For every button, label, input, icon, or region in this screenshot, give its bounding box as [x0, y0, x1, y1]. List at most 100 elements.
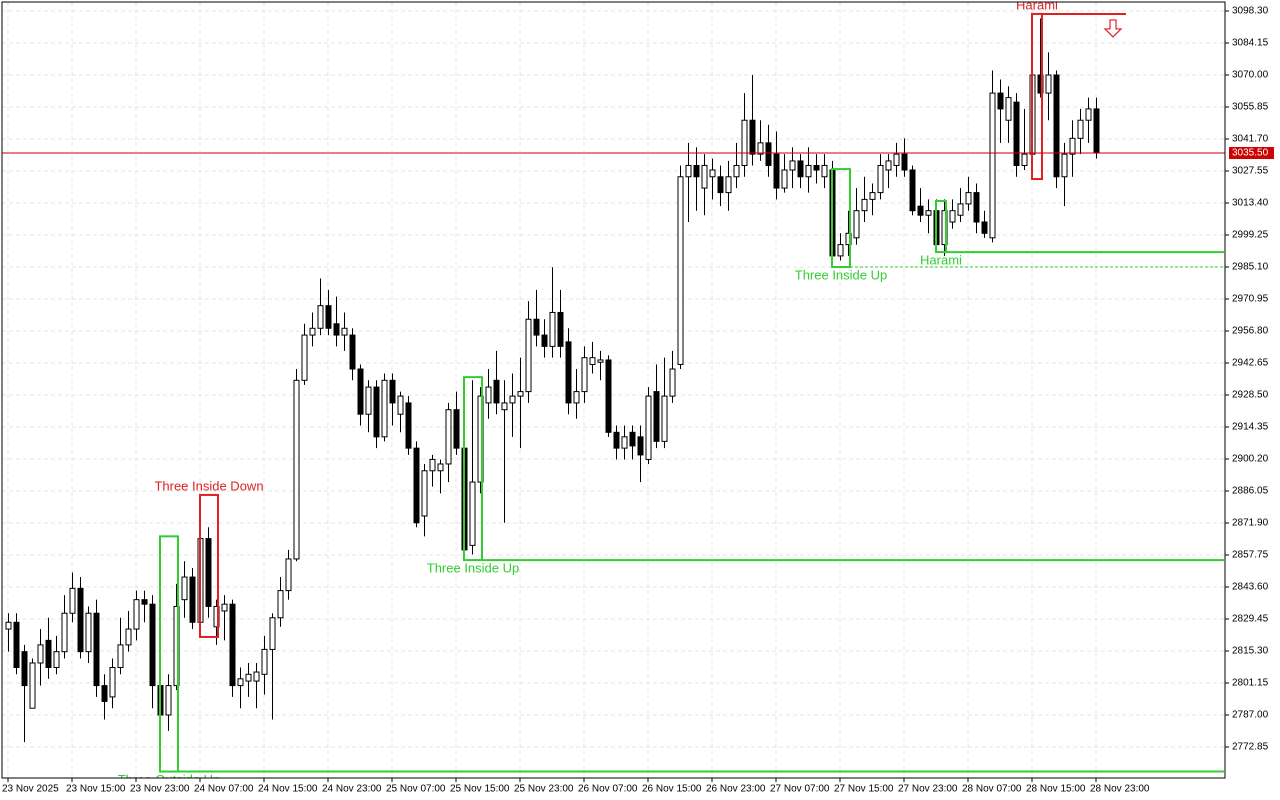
- pattern-label: Three Inside Up: [427, 561, 520, 576]
- candle-body: [877, 164, 884, 194]
- candle-body: [517, 391, 524, 397]
- candle-body: [277, 590, 284, 619]
- candle-body: [133, 599, 140, 630]
- candle-body: [413, 447, 420, 524]
- candle-body: [357, 368, 364, 415]
- candle-body: [389, 379, 396, 404]
- candle-body: [629, 431, 636, 447]
- candle-body: [861, 198, 868, 212]
- candle-body: [349, 334, 356, 370]
- x-tick-label: 24 Nov 07:00: [194, 784, 254, 795]
- candle-body: [725, 176, 732, 194]
- candle-body: [925, 210, 932, 216]
- candle-body: [869, 192, 876, 200]
- pattern-label: Three Inside Down: [154, 478, 263, 493]
- candle-body: [1085, 108, 1092, 121]
- candle-body: [253, 671, 260, 682]
- pattern-box: [935, 199, 947, 254]
- pattern-label: Three Outside Up: [118, 772, 221, 787]
- candle-body: [853, 210, 860, 239]
- candle-body: [221, 603, 228, 612]
- candle-body: [965, 192, 972, 205]
- y-tick-label: 3041.70: [1232, 134, 1269, 145]
- y-tick-label: 2886.05: [1232, 486, 1269, 497]
- pattern-box: [1031, 12, 1043, 181]
- candle-body: [229, 603, 236, 687]
- candle-body: [237, 678, 244, 687]
- candle-body: [973, 192, 980, 223]
- candle-body: [509, 395, 516, 404]
- candle-body: [757, 142, 764, 155]
- y-tick-label: 2871.90: [1232, 518, 1269, 529]
- x-tick-label: 25 Nov 07:00: [386, 784, 446, 795]
- candle-body: [797, 160, 804, 178]
- candle-body: [1045, 74, 1052, 94]
- candle-body: [677, 176, 684, 365]
- x-tick-label: 27 Nov 15:00: [834, 784, 894, 795]
- pattern-label: Harami: [1016, 0, 1058, 12]
- candle-body: [493, 379, 500, 404]
- candle-body: [77, 587, 84, 653]
- candle-body: [1069, 137, 1076, 155]
- candle-body: [29, 662, 36, 709]
- candle-body: [293, 379, 300, 560]
- y-tick-label: 2942.65: [1232, 358, 1269, 369]
- x-tick-label: 25 Nov 23:00: [514, 784, 574, 795]
- candle-body: [821, 164, 828, 178]
- candle-body: [445, 409, 452, 465]
- signal-arrow: [1103, 19, 1123, 38]
- candle-body: [557, 311, 564, 347]
- candle-body: [165, 685, 172, 716]
- candle-body: [837, 244, 844, 257]
- candle-body: [261, 648, 268, 675]
- candle-body: [813, 164, 820, 171]
- candle-body: [1005, 97, 1012, 121]
- pattern-box: [159, 535, 179, 773]
- candle-body: [101, 685, 108, 702]
- x-tick-label: 23 Nov 2025: [2, 784, 59, 795]
- y-tick-label: 2900.20: [1232, 454, 1269, 465]
- price-tag-label: 3035.50: [1232, 148, 1269, 159]
- candle-body: [93, 612, 100, 687]
- candle-body: [573, 391, 580, 404]
- candle-body: [1013, 101, 1020, 166]
- y-tick-label: 2815.30: [1232, 646, 1269, 657]
- candle-body: [309, 327, 316, 336]
- candle-body: [125, 628, 132, 646]
- candle-body: [533, 318, 540, 336]
- candle-body: [317, 305, 324, 329]
- y-tick-label: 2928.50: [1232, 390, 1269, 401]
- candle-body: [549, 311, 556, 347]
- candle-body: [453, 409, 460, 449]
- candle-body: [773, 153, 780, 189]
- candle-body: [437, 463, 444, 472]
- candle-body: [1077, 119, 1084, 139]
- plot-border: [1, 1, 1226, 779]
- candle-body: [109, 667, 116, 698]
- y-tick-label: 3027.55: [1232, 166, 1269, 177]
- x-tick-label: 24 Nov 15:00: [258, 784, 318, 795]
- candle-body: [85, 612, 92, 653]
- candle-body: [421, 470, 428, 517]
- candle-body: [1021, 153, 1028, 166]
- y-tick-label: 2857.75: [1232, 550, 1269, 561]
- candle-body: [69, 587, 76, 614]
- x-tick-label: 28 Nov 23:00: [1090, 784, 1150, 795]
- candle-body: [405, 402, 412, 449]
- candle-body: [669, 368, 676, 397]
- x-tick-label: 27 Nov 23:00: [898, 784, 958, 795]
- candle-body: [381, 379, 388, 438]
- candle-body: [581, 357, 588, 393]
- candle-body: [989, 92, 996, 239]
- candle-body: [765, 142, 772, 166]
- y-tick-label: 2970.95: [1232, 294, 1269, 305]
- candle-body: [613, 431, 620, 449]
- y-tick-label: 2956.80: [1232, 326, 1269, 337]
- y-tick-label: 2829.45: [1232, 614, 1269, 625]
- x-tick-label: 26 Nov 07:00: [578, 784, 638, 795]
- y-tick-label: 2801.15: [1232, 678, 1269, 689]
- candle-body: [789, 160, 796, 171]
- x-tick-label: 25 Nov 15:00: [450, 784, 510, 795]
